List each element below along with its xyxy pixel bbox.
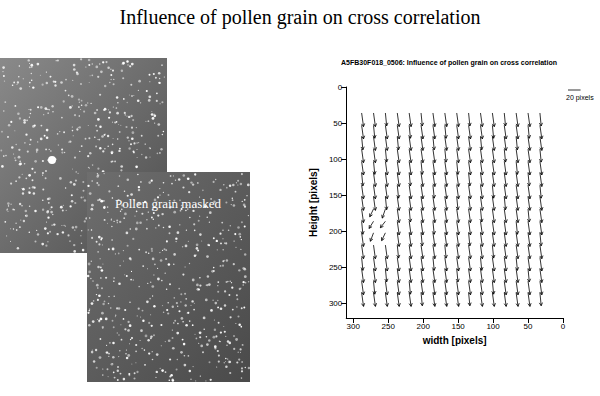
svg-text:200: 200: [416, 322, 430, 331]
svg-text:150: 150: [329, 191, 343, 200]
svg-text:250: 250: [382, 322, 396, 331]
svg-text:20 pixels: 20 pixels: [566, 94, 594, 102]
svg-text:50: 50: [333, 119, 342, 128]
svg-text:100: 100: [329, 155, 343, 164]
svg-text:100: 100: [486, 322, 500, 331]
svg-text:50: 50: [524, 322, 533, 331]
svg-text:250: 250: [329, 263, 343, 272]
svg-text:Pollen grain masked: Pollen grain masked: [115, 196, 222, 211]
svg-text:A5FB30F018_0506: Influence of: A5FB30F018_0506: Influence of pollen gra…: [341, 59, 557, 67]
svg-text:width [pixels]: width [pixels]: [422, 335, 487, 346]
svg-text:0: 0: [561, 322, 566, 331]
svg-text:Height [pixels]: Height [pixels]: [308, 168, 319, 237]
html-text:Influence of pollen grain on c: Influence of pollen grain on cross corre…: [119, 6, 481, 28]
svg-text:300: 300: [329, 299, 343, 308]
svg-text:200: 200: [329, 227, 343, 236]
svg-text:300: 300: [347, 322, 361, 331]
svg-text:150: 150: [451, 322, 465, 331]
svg-text:0: 0: [338, 83, 343, 92]
